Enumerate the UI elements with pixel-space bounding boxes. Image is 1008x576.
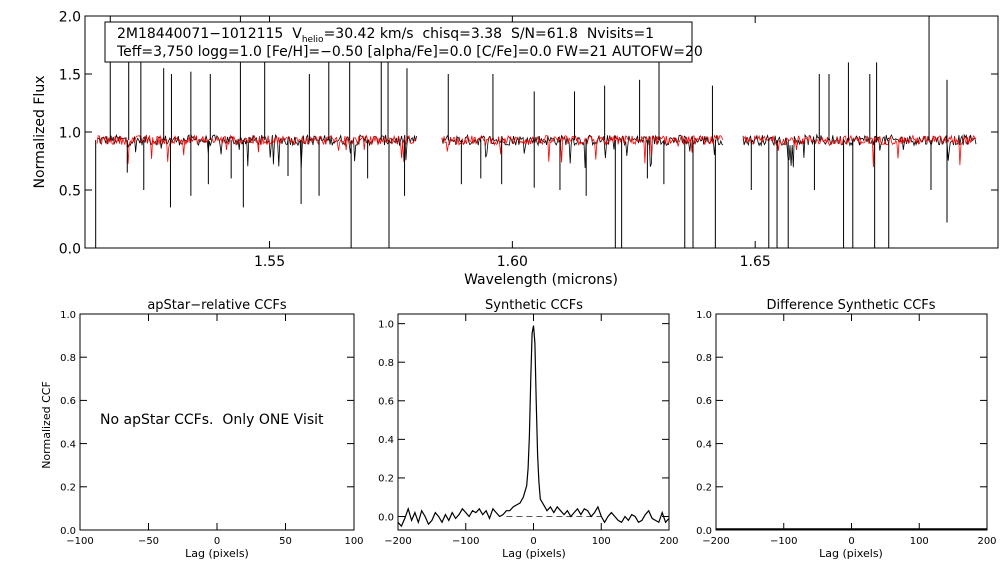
snr-value: S/N=61.8 <box>511 26 578 42</box>
apstar-axes: −100 −50 0 50 100 0.0 0.2 0.4 0.6 0.8 1.0 <box>60 310 363 547</box>
info-box <box>104 21 693 63</box>
spectrum-xtick-label: 1.60 <box>497 254 528 270</box>
synthetic-ytick-label: 0.4 <box>378 435 394 446</box>
apstar-xtick-label: −100 <box>66 536 93 547</box>
spectrum-ytick-label: 1.0 <box>59 125 81 141</box>
apstar-ccf-panel: −100 −50 0 50 100 0.0 0.2 0.4 0.6 0.8 1.0 apStar−r… <box>40 298 364 560</box>
info-line-2: Teff=3,750 logg=1.0 [Fe/H]=−0.50 [alpha/… <box>116 44 703 60</box>
difference-ytick-label: 1.0 <box>696 310 712 321</box>
synthetic-plot-area <box>397 325 670 528</box>
apstar-title: apStar−relative CCFs <box>147 298 287 313</box>
difference-xtick-label: 100 <box>910 536 929 547</box>
difference-title: Difference Synthetic CCFs <box>766 298 935 313</box>
synthetic-xtick-label: 0 <box>530 536 536 547</box>
difference-ytick-label: 0.4 <box>696 439 712 450</box>
apstar-ytick-label: 1.0 <box>60 310 76 321</box>
synthetic-title: Synthetic CCFs <box>485 298 583 313</box>
synthetic-xtick-label: −100 <box>452 536 479 547</box>
difference-axes-frame <box>715 313 988 531</box>
difference-ytick-label: 0.2 <box>696 483 712 494</box>
apstar-message: No apStar CCFs. Only ONE Visit <box>100 412 324 428</box>
difference-ytick-label: 0.8 <box>696 353 712 364</box>
synthetic-axes: −200 −100 0 100 200 0.0 0.2 0.4 0.6 0.8 1.0 <box>378 314 679 547</box>
v-value: =30.42 km/s <box>324 26 414 42</box>
spectrum-xlabel: Wavelength (microns) <box>464 272 618 288</box>
spectrum-xtick-label: 1.55 <box>254 254 285 270</box>
spectrum-axes: 1.55 1.60 1.65 0.0 0.5 1.0 1.5 2.0 <box>59 9 998 270</box>
synthetic-ytick-label: 0.0 <box>378 512 394 523</box>
chisq-value: chisq=3.38 <box>422 26 502 42</box>
synthetic-ytick-label: 0.2 <box>378 474 394 485</box>
apstar-ytick-label: 0.2 <box>60 483 76 494</box>
spectrum-panel: 1.55 1.60 1.65 0.0 0.5 1.0 1.5 2.0 2M18440071−1… <box>32 9 999 288</box>
spectrum-ytick-label: 2.0 <box>59 9 81 25</box>
v-subscript: helio <box>302 35 324 45</box>
difference-xtick-label: −200 <box>702 536 729 547</box>
apstar-xtick-label: 50 <box>279 536 292 547</box>
synthetic-ytick-label: 0.6 <box>378 397 394 408</box>
spectrum-xtick-label: 1.65 <box>740 254 771 270</box>
apstar-ytick-label: 0.8 <box>60 353 76 364</box>
info-line-1: 2M18440071−1012115 Vhelio=30.42 km/s chi… <box>117 26 654 45</box>
spectrum-ylabel: Normalized Flux <box>32 76 48 189</box>
spectrum-ytick-label: 0.5 <box>59 183 81 199</box>
apstar-ytick-label: 0.4 <box>60 439 76 450</box>
difference-ccf-panel: −200 −100 0 100 200 0.0 0.2 0.4 0.6 0.8 1.0 Differ… <box>696 298 996 560</box>
apstar-ytick-label: 0.6 <box>60 396 76 407</box>
difference-xtick-label: −100 <box>770 536 797 547</box>
synthetic-xtick-label: 200 <box>659 536 678 547</box>
ccf-ylabel: Normalized CCF <box>40 381 53 469</box>
spectrum-plot-area <box>95 16 977 248</box>
apstar-xtick-label: 0 <box>214 536 220 547</box>
apstar-xlabel: Lag (pixels) <box>185 547 249 560</box>
synthetic-ytick-label: 0.8 <box>378 358 394 369</box>
synthetic-xlabel: Lag (pixels) <box>502 547 566 560</box>
apstar-xtick-label: 100 <box>344 536 363 547</box>
nvisits-value: Nvisits=1 <box>587 26 654 42</box>
spectrum-series-model <box>96 134 977 168</box>
synthetic-xtick-label: −200 <box>384 536 411 547</box>
difference-xtick-label: 200 <box>977 536 996 547</box>
v-symbol: V <box>292 26 302 42</box>
spectrum-ytick-label: 1.5 <box>59 67 81 83</box>
synthetic-series-ccf <box>397 325 670 528</box>
synthetic-xtick-label: 100 <box>592 536 611 547</box>
apstar-ytick-label: 0.0 <box>60 526 76 537</box>
apstar-xtick-label: −50 <box>138 536 159 547</box>
spectrum-ytick-label: 0.0 <box>59 241 81 257</box>
synthetic-ytick-label: 1.0 <box>378 319 394 330</box>
difference-ytick-label: 0.0 <box>696 526 712 537</box>
difference-axes: −200 −100 0 100 200 0.0 0.2 0.4 0.6 0.8 1.0 <box>696 310 996 547</box>
difference-xtick-label: 0 <box>848 536 854 547</box>
synthetic-axes-frame <box>397 313 670 531</box>
synthetic-ccf-panel: −200 −100 0 100 200 0.0 0.2 0.4 0.6 0.8 1.0 Synthe… <box>378 298 678 560</box>
difference-ytick-label: 0.6 <box>696 396 712 407</box>
star-id: 2M18440071−1012115 <box>117 26 283 42</box>
difference-xlabel: Lag (pixels) <box>819 547 883 560</box>
